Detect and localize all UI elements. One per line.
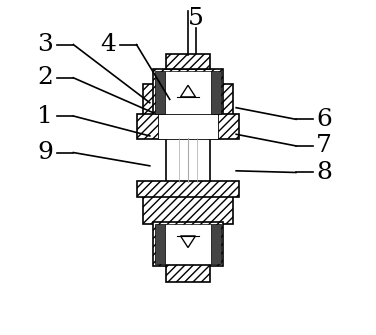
Text: 9: 9 <box>37 141 53 164</box>
Text: 7: 7 <box>316 134 332 157</box>
Text: 4: 4 <box>100 33 116 56</box>
Bar <box>136 114 240 139</box>
Polygon shape <box>180 85 196 97</box>
Text: 6: 6 <box>316 108 332 131</box>
Bar <box>143 196 233 224</box>
Bar <box>153 222 223 266</box>
Bar <box>155 71 165 114</box>
Bar <box>167 265 209 282</box>
Text: 3: 3 <box>37 33 53 56</box>
Bar <box>143 84 233 116</box>
Bar <box>211 71 221 114</box>
Text: 1: 1 <box>37 105 53 128</box>
Bar <box>155 224 165 264</box>
Bar <box>136 181 240 197</box>
Bar <box>211 224 221 264</box>
Text: 8: 8 <box>316 161 332 184</box>
Bar <box>158 114 218 139</box>
Polygon shape <box>180 236 196 248</box>
Text: 2: 2 <box>37 66 53 89</box>
Bar <box>165 71 211 114</box>
Bar <box>167 138 209 183</box>
Bar <box>165 224 211 264</box>
Bar <box>153 69 223 116</box>
Bar <box>167 54 209 69</box>
Text: 5: 5 <box>188 6 204 29</box>
